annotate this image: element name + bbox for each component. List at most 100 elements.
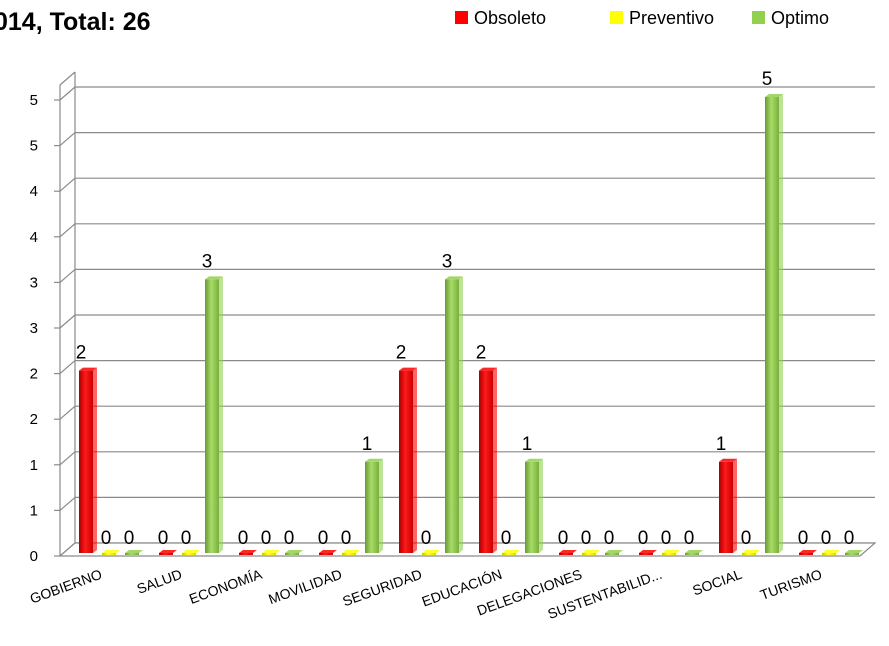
- bar-front: [285, 553, 299, 555]
- bar-side: [219, 276, 223, 553]
- x-tick-label-salud: SALUD: [135, 566, 184, 597]
- plot-area: [58, 71, 877, 557]
- bar: [742, 550, 760, 555]
- bar: [125, 550, 143, 555]
- bar-side: [93, 367, 97, 553]
- bar-top: [182, 550, 200, 553]
- y-axis: 0 1 1 2 2 3 3 4 4 5 5: [30, 92, 60, 565]
- data-label: 1: [716, 434, 727, 455]
- bar-front: [365, 461, 379, 553]
- y-tick-label: 3: [30, 320, 38, 337]
- bar-top: [799, 550, 817, 553]
- x-tick-label-gobierno: GOBIERNO: [28, 566, 104, 607]
- bar-front: [342, 553, 356, 555]
- data-label: 3: [202, 251, 213, 272]
- bar: [262, 550, 280, 555]
- bar: [719, 458, 737, 553]
- bar-top: [479, 367, 497, 371]
- bar: [285, 550, 303, 555]
- data-label: 0: [741, 528, 752, 549]
- y-tick-label: 5: [30, 138, 38, 155]
- legend-swatch: [455, 11, 468, 24]
- bar-front: [685, 553, 699, 555]
- gridline-side: [59, 177, 76, 192]
- legend-label: Obsoleto: [474, 8, 546, 28]
- x-tick-label-seguridad: SEGURIDAD: [340, 566, 424, 610]
- bar-front: [102, 553, 116, 555]
- bar-front: [559, 553, 573, 555]
- x-tick-label-economia: ECONOMÍA: [187, 566, 265, 607]
- bar: [845, 550, 863, 555]
- y-tick-label: 2: [30, 366, 38, 383]
- bar: [559, 550, 577, 555]
- bar-front: [719, 461, 733, 553]
- bar: [799, 550, 817, 555]
- bar: [685, 550, 703, 555]
- bar: [239, 550, 257, 555]
- legend: Obsoleto Preventivo Optimo: [455, 8, 829, 28]
- bar-top: [742, 550, 760, 553]
- data-label: 0: [238, 528, 249, 549]
- back-wall: [75, 72, 875, 543]
- x-tick-label-social: SOCIAL: [690, 566, 744, 599]
- gridline-side: [59, 405, 76, 420]
- bar: [342, 550, 360, 555]
- bar-front: [525, 461, 539, 553]
- gridline-side: [59, 451, 76, 466]
- bar-front: [765, 97, 779, 553]
- data-label: 0: [821, 528, 832, 549]
- bar-side: [413, 367, 417, 553]
- data-label: 0: [341, 528, 352, 549]
- bar-front: [319, 553, 333, 555]
- y-tick-label: 3: [30, 274, 38, 291]
- legend-label: Preventivo: [629, 8, 714, 28]
- bar-side: [493, 367, 497, 553]
- bar-top: [102, 550, 120, 553]
- gridline-side: [59, 223, 76, 238]
- bar-front: [639, 553, 653, 555]
- bar-top: [445, 276, 463, 280]
- data-label: 0: [124, 528, 135, 549]
- bar: [662, 550, 680, 555]
- gridline-side: [59, 496, 76, 511]
- bar-top: [685, 550, 703, 553]
- bar: [822, 550, 840, 555]
- bar-top: [822, 550, 840, 553]
- bar-top: [399, 367, 417, 371]
- bar-front: [605, 553, 619, 555]
- x-tick-label-turismo: TURISMO: [758, 566, 824, 603]
- data-label: 5: [762, 69, 773, 90]
- bar-top: [422, 550, 440, 553]
- y-tick-label: 1: [30, 502, 38, 519]
- bar-top: [159, 550, 177, 553]
- bar: [765, 94, 783, 553]
- gridline-side: [59, 360, 76, 375]
- bar-top: [79, 367, 97, 371]
- data-label: 0: [158, 528, 169, 549]
- bar: [319, 550, 337, 555]
- side-wall-top: [59, 71, 76, 86]
- bar: [639, 550, 657, 555]
- data-label: 0: [798, 528, 809, 549]
- bar-top: [239, 550, 257, 553]
- bar-top: [605, 550, 623, 553]
- y-tick-label: 1: [30, 457, 38, 474]
- y-tick-label: 5: [30, 92, 38, 109]
- bar-front: [662, 553, 676, 555]
- bar: [365, 458, 383, 553]
- bar-top: [502, 550, 520, 553]
- bar-top: [525, 458, 543, 462]
- data-label: 0: [421, 528, 432, 549]
- data-label: 0: [604, 528, 615, 549]
- bar-top: [125, 550, 143, 553]
- data-label: 0: [261, 528, 272, 549]
- bar-front: [159, 553, 173, 555]
- bar-front: [502, 553, 516, 555]
- bar: [79, 367, 97, 553]
- data-label: 1: [522, 434, 533, 455]
- legend-label: Optimo: [771, 8, 829, 28]
- gridline-side: [59, 86, 76, 101]
- bar-front: [422, 553, 436, 555]
